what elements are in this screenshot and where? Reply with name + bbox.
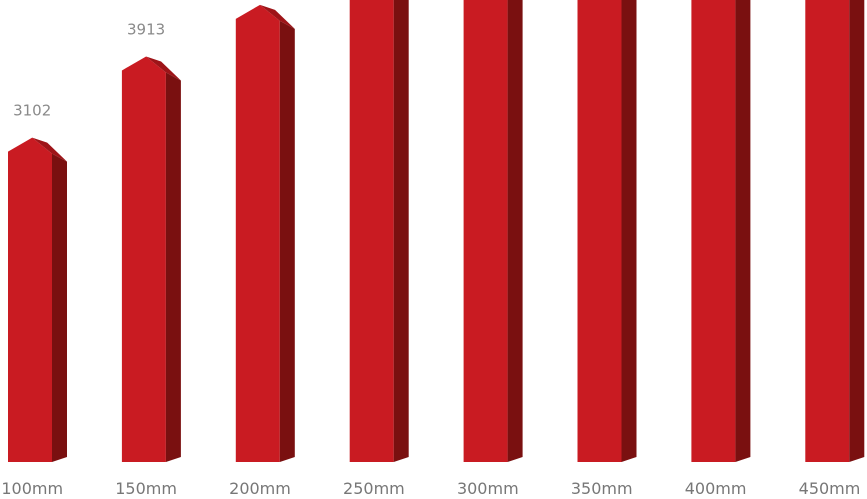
bar-value-label: 3913: [127, 20, 165, 38]
category-label: 350mm: [571, 479, 633, 498]
category-label: 200mm: [229, 479, 291, 498]
bar-side-face: [165, 72, 181, 463]
bar-side-face: [621, 0, 637, 462]
category-label: 100mm: [1, 479, 63, 498]
bar-side-face: [735, 0, 751, 462]
category-label: 150mm: [115, 479, 177, 498]
category-label: 400mm: [685, 479, 747, 498]
bar: [463, 0, 523, 462]
bar-top-face: [32, 137, 67, 162]
bar-front-face: [121, 56, 166, 463]
bar-front-face: [349, 0, 394, 462]
bar: [805, 0, 865, 462]
bar-side-face: [52, 153, 67, 462]
bar-front-face: [805, 0, 850, 462]
bar-top-face: [260, 4, 295, 29]
bar-side-face: [849, 0, 865, 462]
bar-side-face: [393, 0, 409, 462]
category-label: 250mm: [343, 479, 405, 498]
bar-value-label: 3102: [13, 102, 51, 120]
bar: [121, 56, 181, 463]
bar-side-face: [279, 20, 295, 463]
bar-front-face: [235, 4, 280, 463]
bar: [691, 0, 751, 462]
bar-front-face: [8, 137, 52, 462]
bar-front-face: [691, 0, 736, 462]
bar-side-face: [507, 0, 523, 462]
bar: [8, 137, 67, 462]
value-labels-group: 31023913442947985019516653135386: [13, 20, 165, 120]
bar-front-face: [577, 0, 622, 462]
category-label: 300mm: [457, 479, 519, 498]
bar-top-face: [146, 56, 181, 81]
bar: [577, 0, 637, 462]
bar: [235, 4, 295, 463]
bar-front-face: [463, 0, 508, 462]
category-label: 450mm: [799, 479, 861, 498]
bar: [349, 0, 409, 462]
category-labels-group: 100mm 150mm 200mm 250mm 300mm 350mm 400mm 450mm: [1, 479, 860, 498]
bars-group: [8, 0, 865, 463]
